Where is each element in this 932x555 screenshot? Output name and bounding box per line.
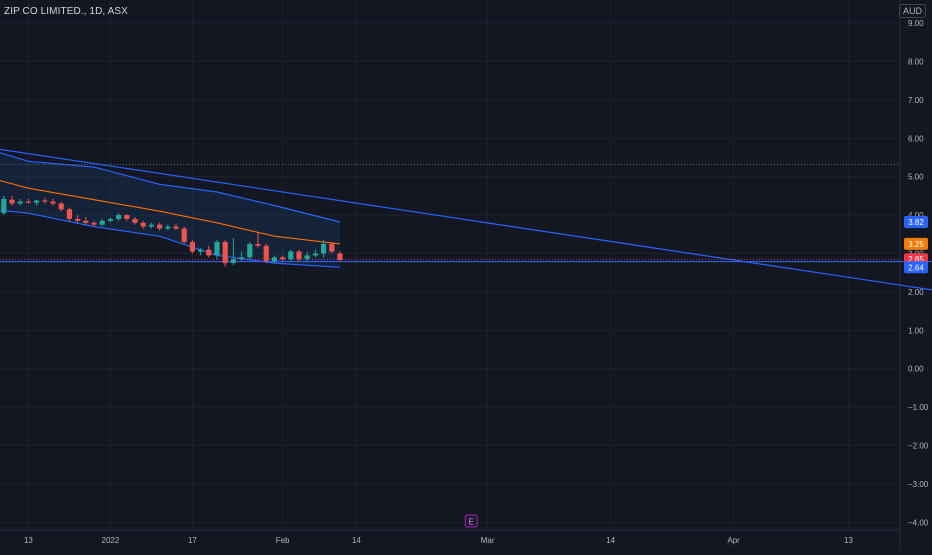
- candle-body: [99, 220, 105, 225]
- y-tick-label: 0.00: [908, 365, 924, 374]
- candle-body: [132, 218, 138, 223]
- candle-body: [189, 241, 195, 252]
- candle-body: [312, 253, 318, 256]
- candle-body: [91, 222, 97, 225]
- candle-body: [247, 243, 253, 258]
- earnings-marker-label: E: [469, 518, 474, 527]
- candle-body: [271, 257, 277, 262]
- symbol-title[interactable]: ZIP CO LIMITED., 1D, ASX: [4, 6, 128, 17]
- y-tick-label: 8.00: [908, 57, 924, 66]
- time-axis: 13202217Feb14Mar14Apr13May16Jun20: [24, 536, 853, 545]
- candle-body: [66, 209, 72, 219]
- x-tick-label: 14: [352, 536, 361, 545]
- y-tick-label: 4.00: [908, 211, 924, 220]
- price-badge-label: 3.25: [908, 240, 924, 249]
- candle-body: [165, 226, 171, 229]
- y-tick-label: −2.00: [908, 442, 929, 451]
- candle-body: [75, 218, 81, 221]
- band-fill: [0, 152, 340, 268]
- currency-button[interactable]: AUD: [898, 4, 926, 18]
- candle-body: [239, 257, 245, 260]
- candle-body: [34, 200, 40, 203]
- candle-body: [1, 198, 7, 214]
- y-tick-label: 6.00: [908, 134, 924, 143]
- candle-body: [58, 203, 64, 210]
- price-badge-label: 2.85: [908, 255, 924, 264]
- candle-body: [206, 249, 212, 256]
- price-badges: E 3.82 3.25 2.852.64: [464, 215, 928, 528]
- x-tick-label: 14: [606, 536, 615, 545]
- y-tick-label: 5.00: [908, 173, 924, 182]
- candle-body: [9, 199, 15, 204]
- candle-body: [280, 257, 286, 260]
- y-tick-label: −4.00: [908, 518, 929, 527]
- candle-body: [304, 255, 310, 260]
- candle-body: [116, 215, 122, 219]
- candle-body: [181, 228, 187, 242]
- candle-body: [329, 243, 335, 252]
- y-tick-label: 9.00: [908, 19, 924, 28]
- candle-body: [124, 215, 130, 219]
- y-tick-label: −1.00: [908, 403, 929, 412]
- candle-body: [83, 220, 89, 223]
- candle-body: [17, 201, 23, 204]
- candle-body: [173, 226, 179, 229]
- price-badge: [904, 237, 928, 250]
- y-tick-label: −3.00: [908, 480, 929, 489]
- candle-body: [198, 249, 204, 252]
- x-tick-label: 2022: [102, 536, 120, 545]
- price-badge-label: 3.82: [908, 218, 924, 227]
- descending-trend-line: [0, 148, 932, 291]
- candle-body: [214, 241, 220, 256]
- candle-body: [107, 218, 113, 221]
- price-badge: [904, 215, 928, 228]
- x-tick-label: Mar: [481, 536, 495, 545]
- y-tick-label: 1.00: [908, 326, 924, 335]
- earnings-marker-icon: [464, 514, 478, 528]
- price-badge: [904, 261, 928, 274]
- x-tick-label: Apr: [727, 536, 740, 545]
- candle-body: [255, 243, 261, 246]
- price-badge-label: 2.64: [908, 263, 924, 272]
- candle-body: [230, 259, 236, 264]
- x-tick-label: 13: [24, 536, 33, 545]
- x-tick-label: Feb: [276, 536, 290, 545]
- bollinger-bands: [0, 152, 341, 268]
- candle-body: [42, 200, 48, 202]
- candle-body: [263, 245, 269, 262]
- y-tick-label: 2.00: [908, 288, 924, 297]
- candle-body: [148, 224, 154, 227]
- x-tick-label: 13: [844, 536, 853, 545]
- candle-body: [222, 241, 228, 264]
- candles: [1, 195, 343, 267]
- candle-body: [296, 251, 302, 260]
- middle-band-line: [0, 180, 341, 245]
- candle-body: [50, 201, 56, 204]
- candle-body: [321, 243, 327, 254]
- candle-body: [288, 251, 294, 260]
- candle-body: [157, 224, 163, 229]
- candle-body: [25, 201, 31, 203]
- trend-lines: [0, 148, 932, 291]
- x-tick-label: 17: [188, 536, 197, 545]
- candle-body: [140, 222, 146, 227]
- candle-body: [337, 253, 343, 261]
- upper-band-line: [0, 152, 341, 223]
- y-tick-label: 7.00: [908, 96, 924, 105]
